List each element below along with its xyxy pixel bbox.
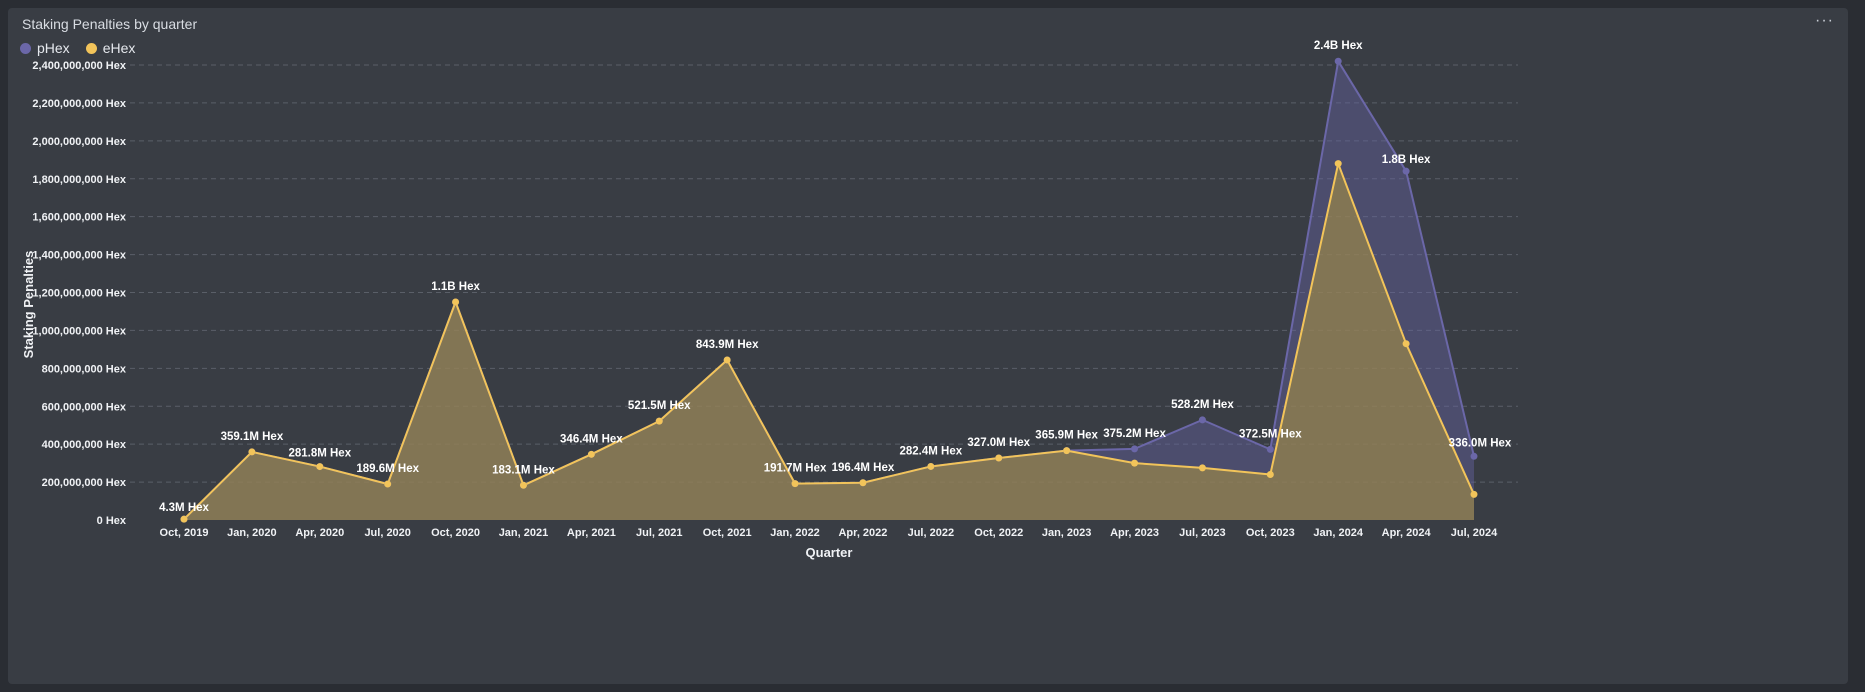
data-label: 359.1M Hex bbox=[221, 431, 284, 443]
y-tick-label: 200,000,000 Hex bbox=[42, 477, 127, 489]
point-phex[interactable] bbox=[1402, 167, 1410, 175]
x-tick-label: Jul, 2023 bbox=[1179, 527, 1225, 539]
y-tick-label: 2,000,000,000 Hex bbox=[32, 136, 126, 148]
point-phex[interactable] bbox=[1470, 452, 1478, 460]
data-label: 4.3M Hex bbox=[159, 502, 209, 514]
point-ehex[interactable] bbox=[248, 448, 256, 456]
data-label: 282.4M Hex bbox=[900, 445, 963, 457]
area-chart: 0 Hex 200,000,000 Hex 400,000,000 Hex 600,0… bbox=[21, 40, 1518, 560]
legend-swatch-phex bbox=[20, 42, 31, 54]
data-label: 372.5M Hex bbox=[1239, 428, 1302, 440]
x-tick-label: Jul, 2021 bbox=[636, 527, 682, 539]
more-options-icon[interactable]: ··· bbox=[1815, 12, 1834, 29]
x-tick-label: Jul, 2024 bbox=[1451, 527, 1498, 539]
point-ehex[interactable] bbox=[1131, 459, 1139, 467]
point-phex[interactable] bbox=[1131, 445, 1139, 453]
data-label: 1.1B Hex bbox=[431, 281, 480, 293]
data-label: 183.1M Hex bbox=[492, 464, 555, 476]
point-phex[interactable] bbox=[1334, 57, 1342, 65]
x-axis-title: Quarter bbox=[806, 545, 853, 560]
point-ehex[interactable] bbox=[384, 480, 392, 488]
point-ehex[interactable] bbox=[927, 462, 935, 470]
data-label: 528.2M Hex bbox=[1171, 399, 1234, 411]
point-ehex[interactable] bbox=[1334, 160, 1342, 168]
x-tick-label: Jan, 2022 bbox=[770, 527, 820, 539]
x-tick-label: Jan, 2023 bbox=[1042, 527, 1092, 539]
line-ehex bbox=[183, 162, 1475, 520]
x-tick-label: Apr, 2023 bbox=[1110, 527, 1159, 539]
x-tick-label: Apr, 2020 bbox=[295, 527, 344, 539]
legend-swatch-ehex bbox=[85, 42, 97, 54]
x-tick-label: Jan, 2024 bbox=[1313, 527, 1363, 539]
y-tick-label: 2,200,000,000 Hex bbox=[32, 98, 126, 110]
y-tick-label: 1,200,000,000 Hex bbox=[32, 288, 126, 300]
x-tick-label: Oct, 2020 bbox=[431, 527, 480, 539]
y-tick-label: 1,000,000,000 Hex bbox=[32, 325, 126, 337]
point-ehex[interactable] bbox=[1063, 447, 1071, 455]
point-ehex[interactable] bbox=[452, 298, 460, 306]
point-ehex[interactable] bbox=[1402, 340, 1410, 348]
point-ehex[interactable] bbox=[180, 515, 188, 523]
data-label: 521.5M Hex bbox=[628, 400, 691, 412]
x-tick-label: Jan, 2020 bbox=[227, 527, 277, 539]
point-phex[interactable] bbox=[1266, 445, 1274, 453]
data-label: 2.4B Hex bbox=[1314, 40, 1363, 52]
x-tick-label: Oct, 2022 bbox=[974, 527, 1023, 539]
y-tick-label: 600,000,000 Hex bbox=[42, 401, 127, 413]
x-tick-label: Jul, 2022 bbox=[908, 527, 954, 539]
point-ehex[interactable] bbox=[1266, 471, 1274, 478]
x-tick-label: Apr, 2021 bbox=[567, 527, 616, 539]
y-tick-label: 1,800,000,000 Hex bbox=[32, 174, 126, 186]
data-label: 365.9M Hex bbox=[1035, 430, 1098, 442]
y-axis-title: Staking Penalties bbox=[21, 251, 36, 359]
x-tick-label: Oct, 2019 bbox=[160, 527, 209, 539]
data-label: 189.6M Hex bbox=[356, 463, 419, 475]
x-tick-label: Oct, 2023 bbox=[1246, 527, 1295, 539]
point-phex[interactable] bbox=[1198, 416, 1206, 424]
point-ehex[interactable] bbox=[791, 480, 799, 488]
x-tick-label: Oct, 2021 bbox=[703, 527, 752, 539]
point-ehex[interactable] bbox=[519, 481, 527, 489]
y-tick-label: 0 Hex bbox=[97, 515, 127, 527]
point-ehex[interactable] bbox=[1470, 490, 1478, 498]
x-tick-label: Apr, 2022 bbox=[838, 527, 887, 539]
data-label: 281.8M Hex bbox=[288, 448, 351, 460]
data-label: 346.4M Hex bbox=[560, 433, 623, 445]
data-label: 336.0M Hex bbox=[1449, 437, 1512, 449]
data-label: 196.4M Hex bbox=[832, 462, 895, 474]
data-label: 191.7M Hex bbox=[764, 463, 827, 475]
point-ehex[interactable] bbox=[723, 356, 731, 364]
y-tick-label: 400,000,000 Hex bbox=[42, 439, 127, 451]
legend-item-phex[interactable]: pHex bbox=[20, 40, 70, 56]
data-label: 843.9M Hex bbox=[696, 339, 759, 351]
legend-label-ehex: eHex bbox=[102, 40, 136, 56]
x-tick-label: Jan, 2021 bbox=[499, 527, 549, 539]
point-ehex[interactable] bbox=[995, 454, 1003, 462]
y-tick-label: 1,600,000,000 Hex bbox=[32, 212, 126, 224]
x-tick-label: Apr, 2024 bbox=[1382, 527, 1432, 539]
chart-panel: Staking Penalties by quarter ··· pHex eH… bbox=[8, 8, 1848, 684]
data-label: 1.8B Hex bbox=[1382, 154, 1431, 166]
y-tick-label: 800,000,000 Hex bbox=[42, 363, 127, 375]
point-ehex[interactable] bbox=[859, 479, 867, 487]
y-tick-label: 2,400,000,000 Hex bbox=[32, 60, 126, 72]
data-label: 375.2M Hex bbox=[1103, 428, 1166, 440]
area-ehex bbox=[184, 163, 1474, 521]
data-label: 327.0M Hex bbox=[967, 437, 1030, 449]
point-ehex[interactable] bbox=[1198, 464, 1206, 472]
legend-label-phex: pHex bbox=[37, 40, 70, 56]
legend: pHex eHex bbox=[20, 40, 135, 56]
y-tick-label: 1,400,000,000 Hex bbox=[32, 250, 126, 262]
chart-title: Staking Penalties by quarter bbox=[22, 16, 198, 32]
point-ehex[interactable] bbox=[316, 463, 324, 471]
x-tick-label: Jul, 2020 bbox=[364, 527, 410, 539]
legend-item-ehex[interactable]: eHex bbox=[85, 40, 136, 56]
point-ehex[interactable] bbox=[655, 417, 663, 425]
point-ehex[interactable] bbox=[587, 450, 595, 458]
